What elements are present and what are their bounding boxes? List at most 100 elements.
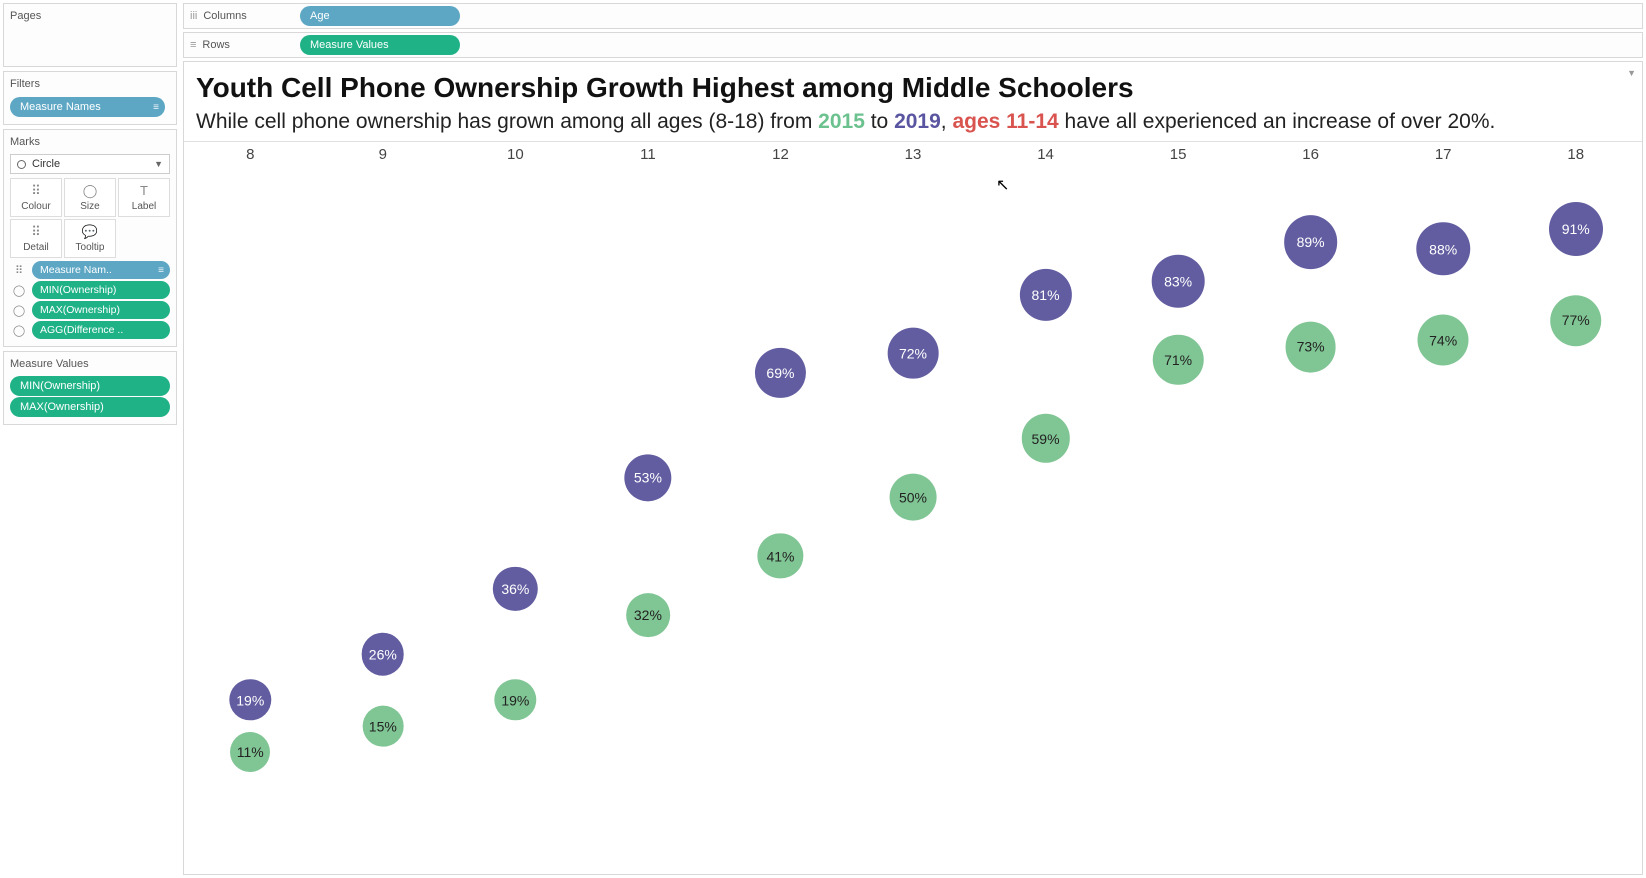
measure-values-pill[interactable]: MIN(Ownership)	[10, 376, 170, 396]
subtitle-2019: 2019	[894, 110, 941, 133]
marks-button-colour[interactable]: ⠿Colour	[10, 178, 62, 217]
x-axis-tick: 10	[449, 146, 582, 163]
title-dropdown-icon[interactable]: ▼	[1627, 68, 1636, 78]
columns-pill-label: Age	[310, 10, 330, 22]
mv-pill-label: MAX(Ownership)	[20, 401, 104, 413]
rows-icon: ≡	[190, 39, 196, 51]
chart-area[interactable]: 89101112131415161718 19% 11% 26% 15% 36% 19% 5…	[184, 142, 1642, 824]
marks-button-size[interactable]: ◯Size	[64, 178, 116, 217]
data-point-label: 19%	[501, 692, 529, 708]
detail-icon: ⠿	[13, 224, 59, 240]
label-icon: T	[121, 183, 167, 199]
data-point-label: 77%	[1562, 313, 1590, 329]
marks-button-detail[interactable]: ⠿Detail	[10, 219, 62, 258]
plot-area: 19% 11% 26% 15% 36% 19% 53% 32% 69% 41% 72% 50% 81% 5…	[184, 170, 1642, 824]
sort-icon: ≡	[158, 265, 164, 276]
data-point[interactable]: 15%	[362, 706, 403, 747]
columns-icon: iii	[190, 10, 197, 22]
data-point-label: 19%	[236, 692, 264, 708]
data-point[interactable]: 26%	[362, 633, 405, 676]
marks-card: Marks Circle ▼ ⠿Colour◯SizeTLabel⠿Detail…	[3, 129, 177, 347]
data-point[interactable]: 72%	[888, 328, 939, 379]
data-point[interactable]: 41%	[758, 534, 803, 579]
x-axis-tick: 17	[1377, 146, 1510, 163]
data-point-label: 74%	[1429, 332, 1457, 348]
app-root: Pages Filters Measure Names ≡ Marks Circ…	[0, 0, 1646, 878]
rows-pill-measure-values[interactable]: Measure Values	[300, 35, 460, 55]
marks-pill-icon: ◯	[10, 324, 28, 337]
columns-shelf-label: Columns	[203, 10, 246, 22]
data-point[interactable]: 74%	[1418, 315, 1469, 366]
measure-values-pill[interactable]: MAX(Ownership)	[10, 397, 170, 417]
marks-pill[interactable]: Measure Nam..≡	[32, 261, 170, 279]
data-point[interactable]: 59%	[1021, 414, 1069, 462]
data-point[interactable]: 71%	[1153, 335, 1204, 386]
marks-pill-row: ⠿ Measure Nam..≡	[10, 260, 170, 280]
marks-button-label[interactable]: TLabel	[118, 178, 170, 217]
data-point-label: 73%	[1297, 339, 1325, 355]
marks-button-tooltip[interactable]: 💬Tooltip	[64, 219, 116, 258]
x-axis-tick: 13	[847, 146, 980, 163]
rows-shelf[interactable]: ≡ Rows Measure Values	[183, 32, 1643, 58]
x-axis-tick: 14	[979, 146, 1112, 163]
data-point[interactable]: 36%	[493, 567, 537, 611]
viz-title: Youth Cell Phone Ownership Growth Highes…	[196, 72, 1630, 104]
data-point-label: 36%	[501, 581, 529, 597]
columns-shelf[interactable]: iii Columns Age	[183, 3, 1643, 29]
filters-pill-label: Measure Names	[20, 101, 101, 113]
measure-values-shelf[interactable]: Measure Values MIN(Ownership)MAX(Ownersh…	[3, 351, 177, 425]
data-point-label: 59%	[1032, 430, 1060, 446]
top-shelves: iii Columns Age ≡ Rows Measure Values	[183, 3, 1643, 58]
data-point-label: 83%	[1164, 273, 1192, 289]
viz-area[interactable]: ▼ Youth Cell Phone Ownership Growth High…	[183, 61, 1643, 875]
marks-button-label: Tooltip	[76, 242, 105, 253]
viz-title-block[interactable]: ▼ Youth Cell Phone Ownership Growth High…	[184, 62, 1642, 142]
main-area: iii Columns Age ≡ Rows Measure Values ▼ Yo…	[180, 0, 1646, 878]
data-point-label: 71%	[1164, 352, 1192, 368]
data-point-label: 50%	[899, 489, 927, 505]
filters-shelf[interactable]: Filters Measure Names ≡	[3, 71, 177, 125]
data-point[interactable]: 53%	[624, 454, 671, 501]
subtitle-part: have all experienced an increase of over…	[1059, 110, 1496, 133]
data-point[interactable]: 91%	[1549, 202, 1603, 256]
pages-shelf[interactable]: Pages	[3, 3, 177, 67]
chevron-down-icon: ▼	[154, 159, 163, 169]
data-point[interactable]: 50%	[890, 474, 937, 521]
subtitle-part: While cell phone ownership has grown amo…	[196, 110, 818, 133]
x-axis-tick: 8	[184, 146, 317, 163]
marks-button-label: Colour	[21, 201, 50, 212]
data-point[interactable]: 19%	[495, 679, 536, 720]
data-point[interactable]: 73%	[1285, 321, 1336, 372]
filters-title: Filters	[10, 78, 170, 90]
marks-pill-icon: ⠿	[10, 264, 28, 277]
marks-pill[interactable]: AGG(Difference ..	[32, 321, 170, 339]
filters-pill-measure-names[interactable]: Measure Names ≡	[10, 97, 165, 117]
marks-type-dropdown[interactable]: Circle ▼	[10, 154, 170, 174]
circle-icon	[17, 160, 26, 169]
data-point[interactable]: 81%	[1019, 268, 1071, 320]
data-point-label: 41%	[766, 548, 794, 564]
x-axis-tick: 9	[317, 146, 450, 163]
data-point[interactable]: 32%	[626, 593, 670, 637]
subtitle-part: to	[865, 110, 894, 133]
marks-title: Marks	[10, 136, 170, 148]
columns-pill-age[interactable]: Age	[300, 6, 460, 26]
data-point[interactable]: 69%	[755, 348, 805, 398]
x-axis: 89101112131415161718	[184, 142, 1642, 165]
data-point-label: 69%	[766, 365, 794, 381]
marks-type-label: Circle	[32, 158, 60, 170]
data-point[interactable]: 11%	[230, 732, 270, 772]
data-point[interactable]: 88%	[1416, 222, 1469, 275]
data-point-label: 26%	[369, 646, 397, 662]
marks-pill[interactable]: MIN(Ownership)	[32, 281, 170, 299]
rows-pill-label: Measure Values	[310, 39, 389, 51]
marks-pill-label: MAX(Ownership)	[40, 304, 120, 316]
data-point[interactable]: 19%	[230, 679, 271, 720]
data-point[interactable]: 83%	[1152, 255, 1205, 308]
data-point[interactable]: 77%	[1550, 295, 1602, 347]
rows-shelf-label: Rows	[202, 39, 230, 51]
data-point-label: 32%	[634, 607, 662, 623]
data-point-label: 89%	[1297, 234, 1325, 250]
marks-pill[interactable]: MAX(Ownership)	[32, 301, 170, 319]
data-point[interactable]: 89%	[1284, 215, 1338, 269]
